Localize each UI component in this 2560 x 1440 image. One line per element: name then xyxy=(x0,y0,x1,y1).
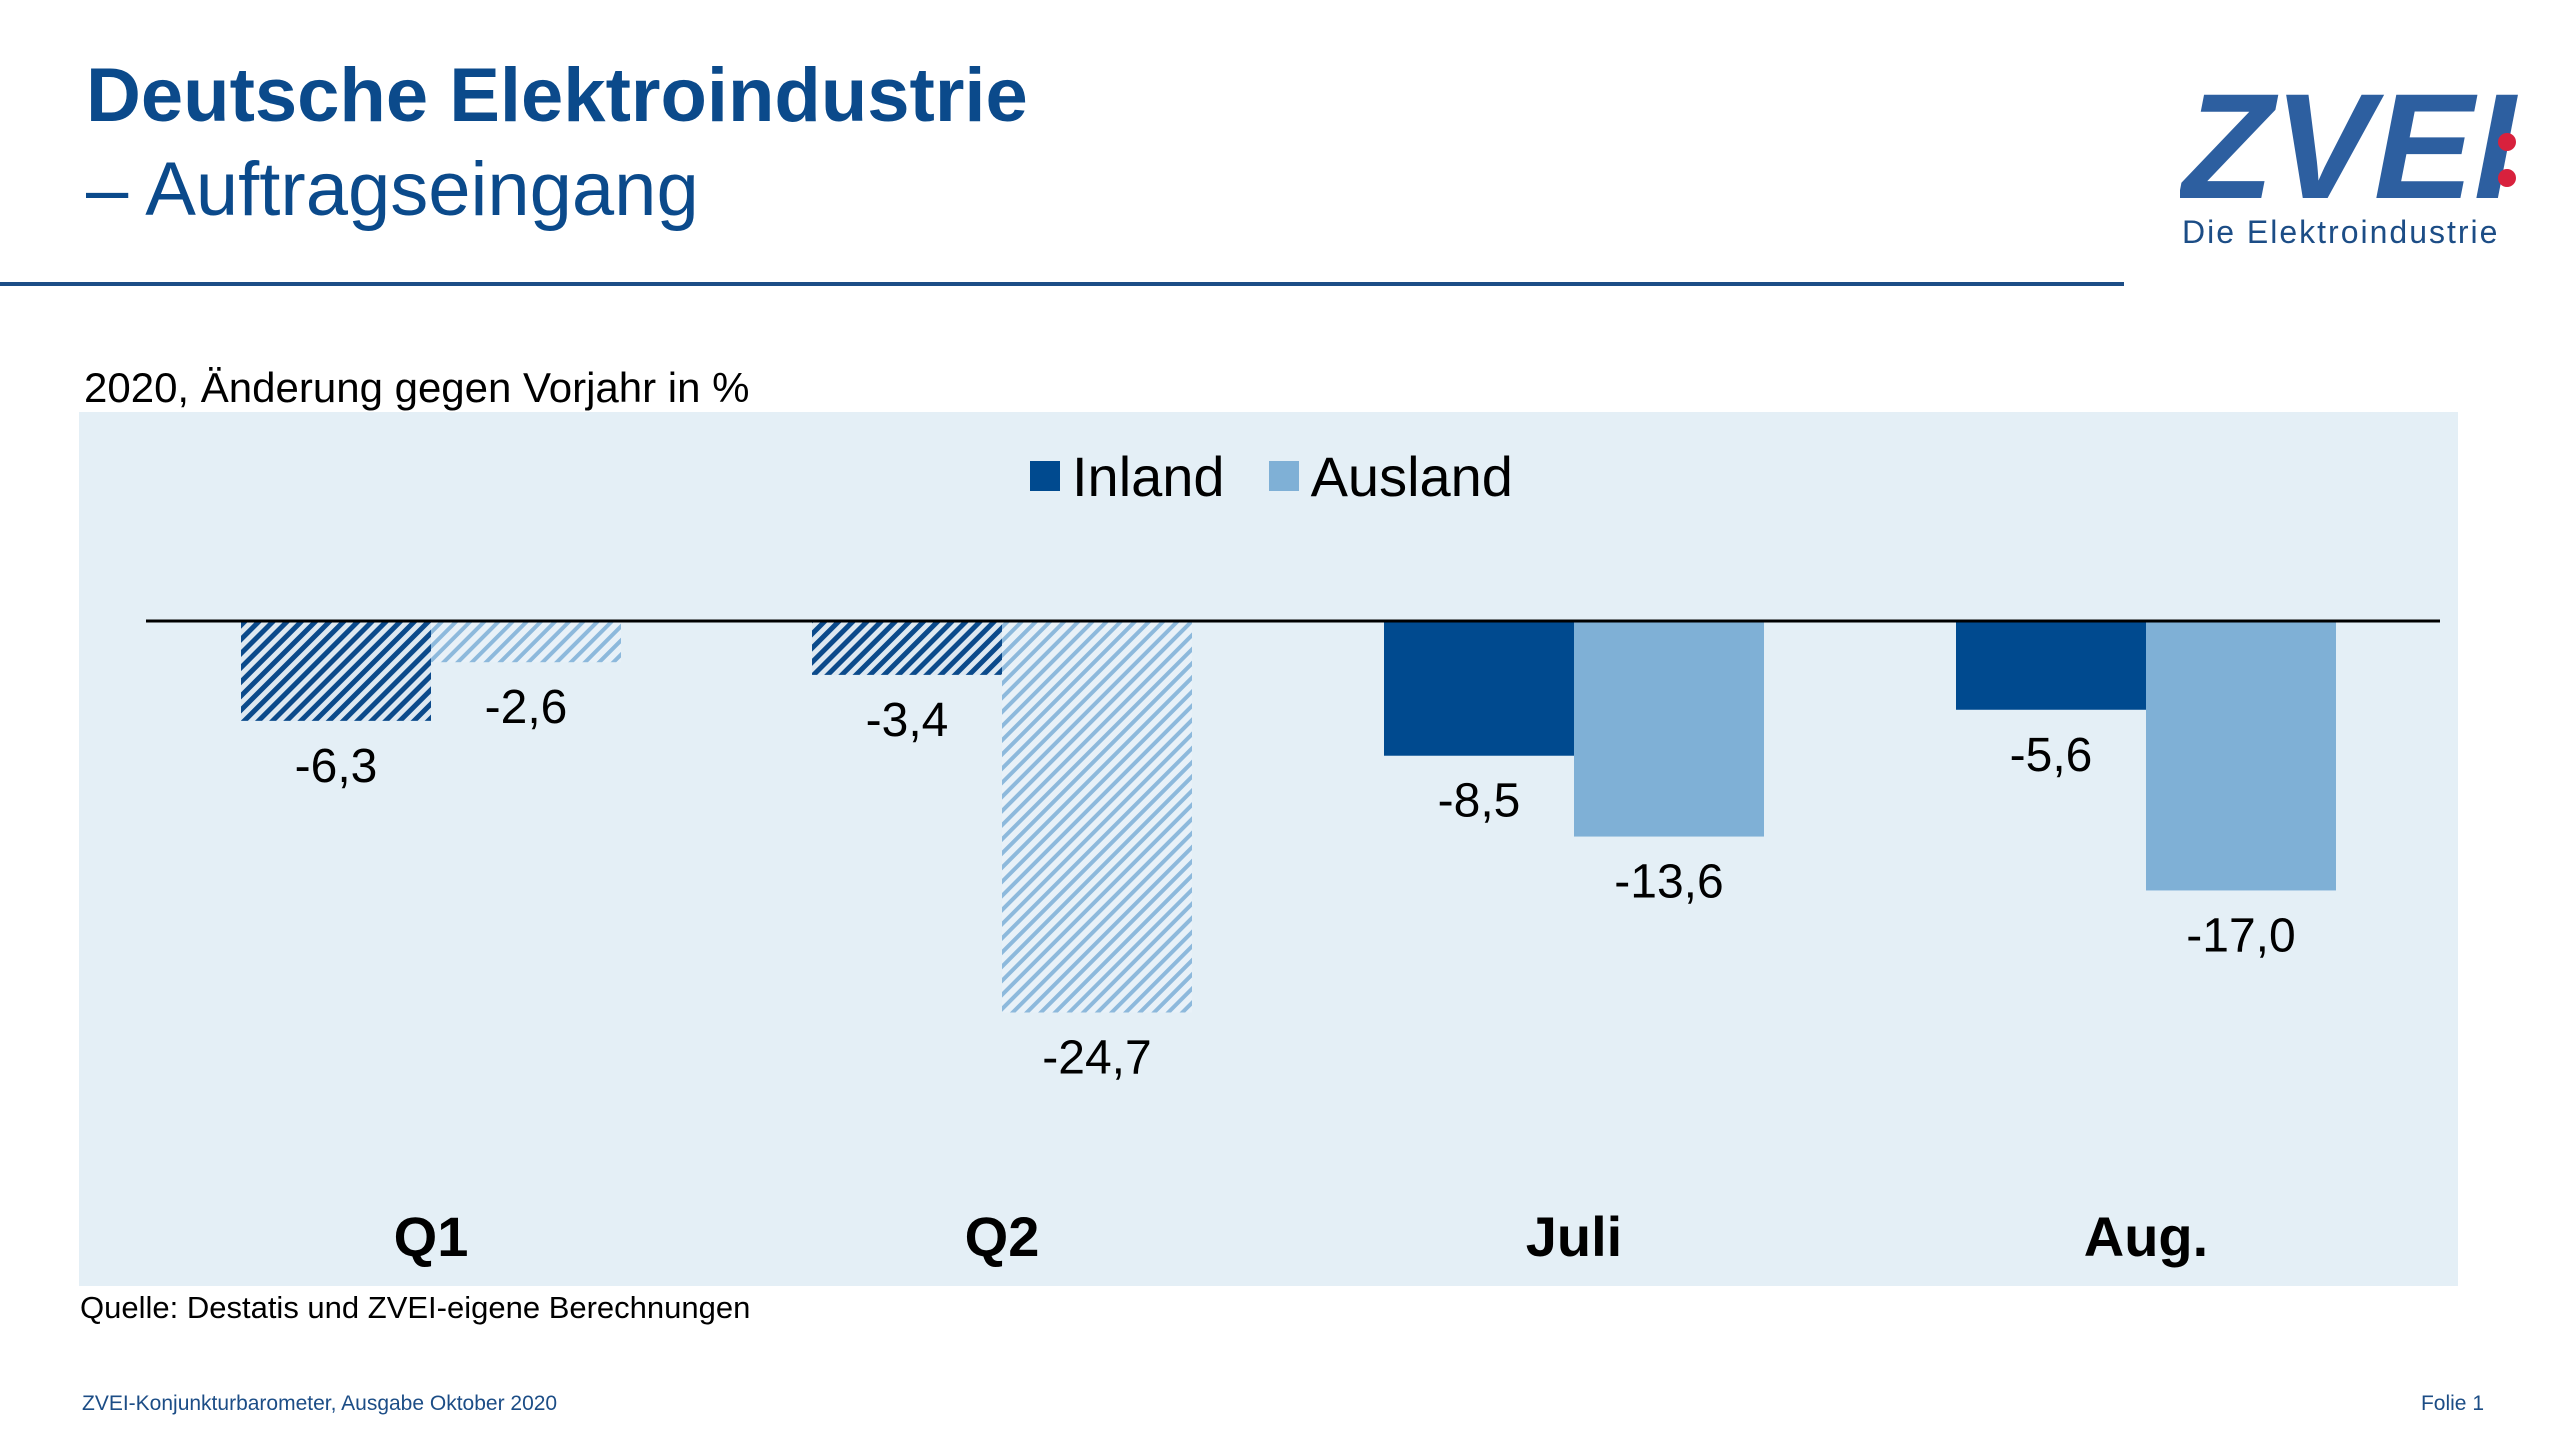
legend-label-ausland: Ausland xyxy=(1310,444,1513,508)
footer-slide-number: Folie 1 xyxy=(2420,1392,2484,1415)
page-subtitle: – Auftragseingang xyxy=(86,147,699,232)
legend-swatch-inland xyxy=(1030,461,1060,491)
legend-swatch-ausland xyxy=(1268,461,1299,491)
legend-item-inland: Inland xyxy=(1030,444,1225,509)
legend-label-inland: Inland xyxy=(1072,444,1225,508)
footer-publication: ZVEI-Konjunkturbarometer, Ausgabe Oktobe… xyxy=(82,1392,558,1415)
header-divider xyxy=(0,282,2124,286)
legend-item-ausland: Ausland xyxy=(1268,444,1513,509)
logo-wordmark: ZVEI xyxy=(2180,80,2519,230)
logo-dot-lower xyxy=(2498,169,2516,187)
logo-tagline: Die Elektroindustrie xyxy=(2182,214,2500,250)
chart-legend: Inland Ausland xyxy=(1030,444,1557,509)
logo-dot-upper xyxy=(2498,133,2516,151)
page-title: Deutsche Elektroindustrie xyxy=(86,53,1028,138)
chart-subtitle: 2020, Änderung gegen Vorjahr in % xyxy=(84,364,750,411)
zvei-logo: ZVEI xyxy=(2180,80,2519,230)
chart-source: Quelle: Destatis und ZVEI-eigene Berechn… xyxy=(80,1290,751,1325)
chart-plot-area xyxy=(79,412,2458,1286)
